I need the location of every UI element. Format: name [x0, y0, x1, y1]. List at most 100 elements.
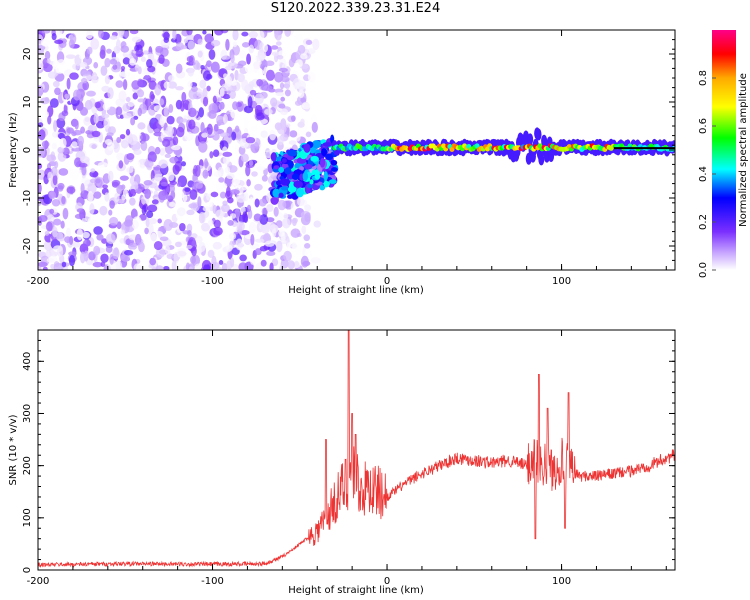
heatmap-cell [149, 257, 157, 266]
heatmap-cell [141, 205, 147, 216]
heatmap-cell [254, 93, 264, 105]
heatmap-cell [71, 141, 78, 149]
heatmap-cell [168, 201, 176, 208]
heatmap-cell [202, 30, 207, 35]
heatmap-cell [230, 109, 239, 119]
heatmap-cell [129, 188, 137, 197]
heatmap-cell [84, 99, 93, 110]
heatmap-cell [149, 217, 157, 225]
heatmap-cell [38, 261, 48, 268]
heatmap-cell [208, 110, 217, 119]
heatmap-cell [293, 180, 303, 188]
heatmap-cell [100, 65, 108, 76]
heatmap-cell [276, 240, 283, 253]
heatmap-cell [148, 223, 154, 236]
heatmap-cell [127, 134, 138, 146]
heatmap-cell [65, 227, 72, 238]
heatmap-cell [254, 55, 265, 62]
heatmap-cell [120, 229, 126, 235]
heatmap-cell [65, 54, 76, 59]
heatmap-cell [221, 262, 228, 270]
heatmap-cell [125, 96, 131, 103]
heatmap-cell [245, 136, 256, 144]
heatmap-cell [87, 190, 94, 203]
heatmap-cell [162, 138, 171, 147]
heatmap-cell [535, 128, 542, 141]
heatmap-cell [78, 162, 88, 168]
heatmap-cell [304, 243, 311, 249]
heatmap-cell [95, 120, 105, 129]
heatmap-cell [144, 188, 151, 200]
heatmap-cell [248, 221, 257, 234]
heatmap-cell [226, 260, 233, 270]
heatmap-cell [42, 266, 48, 270]
heatmap-cell [130, 160, 141, 169]
heatmap-cell [79, 156, 90, 164]
heatmap-cell [247, 96, 253, 109]
heatmap-cell [275, 41, 282, 46]
heatmap-cell [129, 30, 139, 35]
heatmap-cell [97, 161, 108, 168]
heatmap-cell [80, 77, 88, 84]
heatmap-cell [68, 255, 76, 267]
heatmap-cell [266, 250, 276, 256]
heatmap-cell [283, 250, 292, 262]
heatmap-cell [47, 171, 53, 182]
heatmap-cell [213, 226, 223, 236]
heatmap-cell [219, 191, 227, 199]
heatmap-cell [154, 128, 160, 133]
heatmap-cell [53, 80, 60, 88]
heatmap-cell [45, 221, 53, 232]
snr-series-line [38, 330, 675, 568]
colorbar-tick-label: 0.8 [698, 70, 709, 86]
spectrogram-xlabel: Height of straight line (km) [288, 285, 424, 296]
heatmap-cell [74, 119, 79, 130]
heatmap-cell [248, 44, 255, 54]
heatmap-cell [312, 38, 320, 51]
heatmap-cell [283, 212, 289, 220]
heatmap-cell [269, 129, 277, 141]
heatmap-cell [187, 229, 192, 237]
snr-xtick-label: 0 [384, 576, 390, 587]
heatmap-cell [189, 166, 194, 176]
heatmap-cell [226, 75, 233, 88]
heatmap-cell [143, 180, 153, 186]
heatmap-cell [303, 143, 311, 153]
heatmap-cell [280, 108, 289, 116]
spectrogram-ytick-label: 20 [22, 48, 33, 61]
heatmap-cell [129, 242, 138, 248]
heatmap-cell [71, 147, 82, 152]
heatmap-cell [202, 96, 209, 107]
heatmap-cell [172, 30, 177, 40]
heatmap-cell [52, 226, 58, 238]
heatmap-cell [111, 179, 121, 187]
heatmap-cell [290, 202, 296, 214]
heatmap-cell [55, 64, 65, 74]
heatmap-cell [449, 146, 455, 152]
heatmap-cell [330, 167, 338, 172]
heatmap-cell [45, 250, 52, 258]
snr-frame [37, 329, 676, 571]
heatmap-cell [229, 189, 240, 195]
heatmap-cell [163, 81, 170, 89]
heatmap-cell [183, 115, 188, 120]
heatmap-cell [229, 89, 236, 99]
heatmap-cell [222, 114, 228, 125]
heatmap-cell [257, 69, 265, 76]
heatmap-cell [206, 123, 213, 135]
heatmap-cell [169, 184, 175, 194]
heatmap-cell [186, 34, 196, 41]
heatmap-cell [325, 153, 334, 161]
heatmap-cell [125, 128, 131, 136]
heatmap-cell [306, 48, 316, 55]
heatmap-cell [186, 209, 195, 216]
heatmap-cell [182, 194, 188, 202]
heatmap-cell [300, 255, 309, 268]
colorbar-label: Normalized spectral amplitude [738, 73, 749, 227]
heatmap-cell [203, 263, 211, 270]
heatmap-cell [153, 131, 163, 137]
heatmap-cell [260, 130, 268, 138]
heatmap-cell [206, 85, 211, 92]
heatmap-cell [283, 46, 293, 53]
